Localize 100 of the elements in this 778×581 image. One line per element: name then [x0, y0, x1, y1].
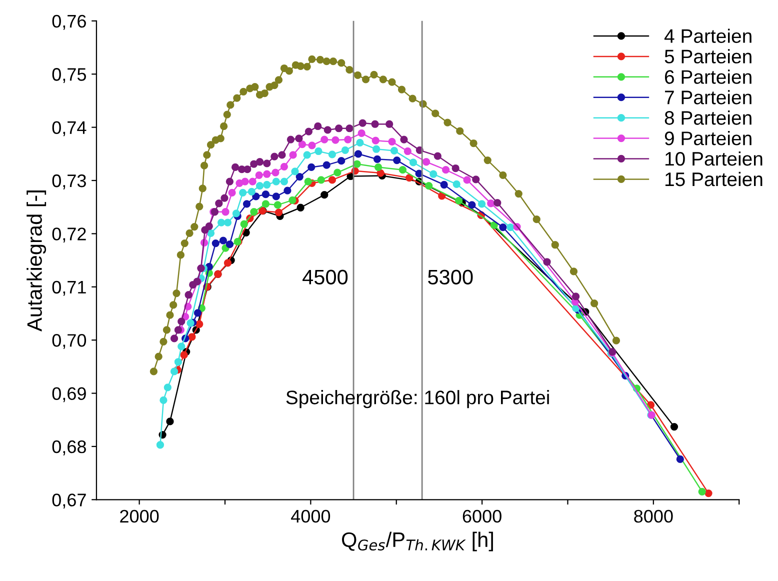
y-tick-label: 0,70 — [52, 334, 86, 349]
point — [296, 204, 304, 212]
point — [226, 240, 234, 248]
x-tick-label: 4000 — [291, 510, 330, 523]
point — [468, 201, 476, 209]
point — [250, 160, 258, 168]
point — [393, 156, 401, 164]
point — [284, 186, 292, 194]
point — [298, 140, 306, 148]
point — [194, 309, 202, 317]
point — [371, 120, 379, 128]
point — [263, 180, 271, 189]
point — [250, 208, 258, 216]
point — [174, 326, 182, 334]
point — [358, 119, 366, 127]
point — [231, 163, 240, 172]
point — [262, 200, 270, 208]
point — [289, 151, 297, 159]
point — [217, 218, 226, 226]
point — [215, 200, 223, 208]
point — [338, 156, 346, 165]
point — [543, 258, 551, 266]
point — [358, 129, 366, 137]
point — [272, 178, 280, 186]
point — [184, 291, 192, 299]
point — [206, 229, 215, 237]
point — [334, 124, 343, 132]
point — [280, 178, 288, 186]
point — [390, 146, 398, 155]
point — [438, 192, 446, 200]
point — [308, 163, 316, 172]
y-axis-title: Autarkiegrad [-] — [26, 190, 46, 332]
point — [490, 221, 498, 229]
point — [676, 455, 684, 464]
legend-label: 6 Parteien — [664, 70, 752, 84]
point — [256, 182, 264, 190]
point — [494, 199, 502, 207]
x-tick-label: 8000 — [634, 510, 673, 523]
legend-label: 10 Parteien — [665, 151, 762, 166]
point — [239, 188, 247, 197]
x-tick-label: 2000 — [120, 510, 159, 523]
point — [452, 180, 460, 188]
point — [296, 172, 304, 181]
point — [272, 168, 280, 176]
point — [220, 194, 228, 202]
point — [180, 351, 188, 359]
point — [317, 176, 325, 184]
point — [334, 168, 342, 176]
point — [341, 146, 350, 154]
point — [178, 318, 186, 326]
point — [320, 136, 328, 144]
point — [704, 489, 712, 498]
point — [670, 422, 678, 431]
point — [255, 171, 263, 179]
point — [212, 239, 220, 248]
point — [291, 168, 299, 176]
point — [499, 223, 507, 232]
point — [388, 138, 396, 146]
y-tick-label: 0,71 — [52, 280, 86, 296]
y-tick-label: 0,72 — [52, 228, 86, 243]
point — [455, 196, 463, 205]
point — [228, 188, 236, 197]
point — [248, 188, 256, 196]
point — [224, 218, 232, 226]
point — [463, 176, 471, 184]
y-tick-label: 0,76 — [52, 14, 86, 30]
y-tick-label: 0,67 — [52, 494, 86, 509]
legend-label: 15 Parteien — [665, 172, 762, 186]
point — [170, 368, 178, 376]
point — [398, 166, 407, 174]
point — [372, 145, 380, 153]
point — [286, 136, 295, 144]
point — [232, 210, 240, 218]
point — [430, 170, 438, 178]
point — [288, 196, 296, 204]
point — [186, 319, 194, 327]
point — [304, 128, 313, 136]
ref-line-label: 5300 — [428, 270, 473, 284]
point — [344, 136, 352, 144]
point — [166, 418, 174, 426]
y-tick-label: 0,73 — [52, 174, 86, 190]
point — [322, 161, 330, 169]
y-tick-label: 0,75 — [52, 68, 86, 83]
point — [400, 136, 408, 144]
point — [376, 169, 384, 177]
point — [188, 333, 196, 341]
point — [404, 147, 412, 156]
point — [409, 158, 418, 166]
ref-line-label: 4500 — [302, 270, 348, 284]
point — [160, 396, 168, 404]
point — [328, 150, 336, 158]
point — [295, 134, 303, 142]
point — [241, 178, 249, 186]
point — [280, 162, 288, 170]
point — [374, 163, 382, 172]
point — [314, 147, 322, 156]
x-axis-title: Q$_{Ges}$/P$_{Th.KWK}$ [h] — [342, 532, 493, 552]
point — [487, 200, 495, 208]
point — [472, 176, 480, 184]
point — [263, 160, 271, 168]
